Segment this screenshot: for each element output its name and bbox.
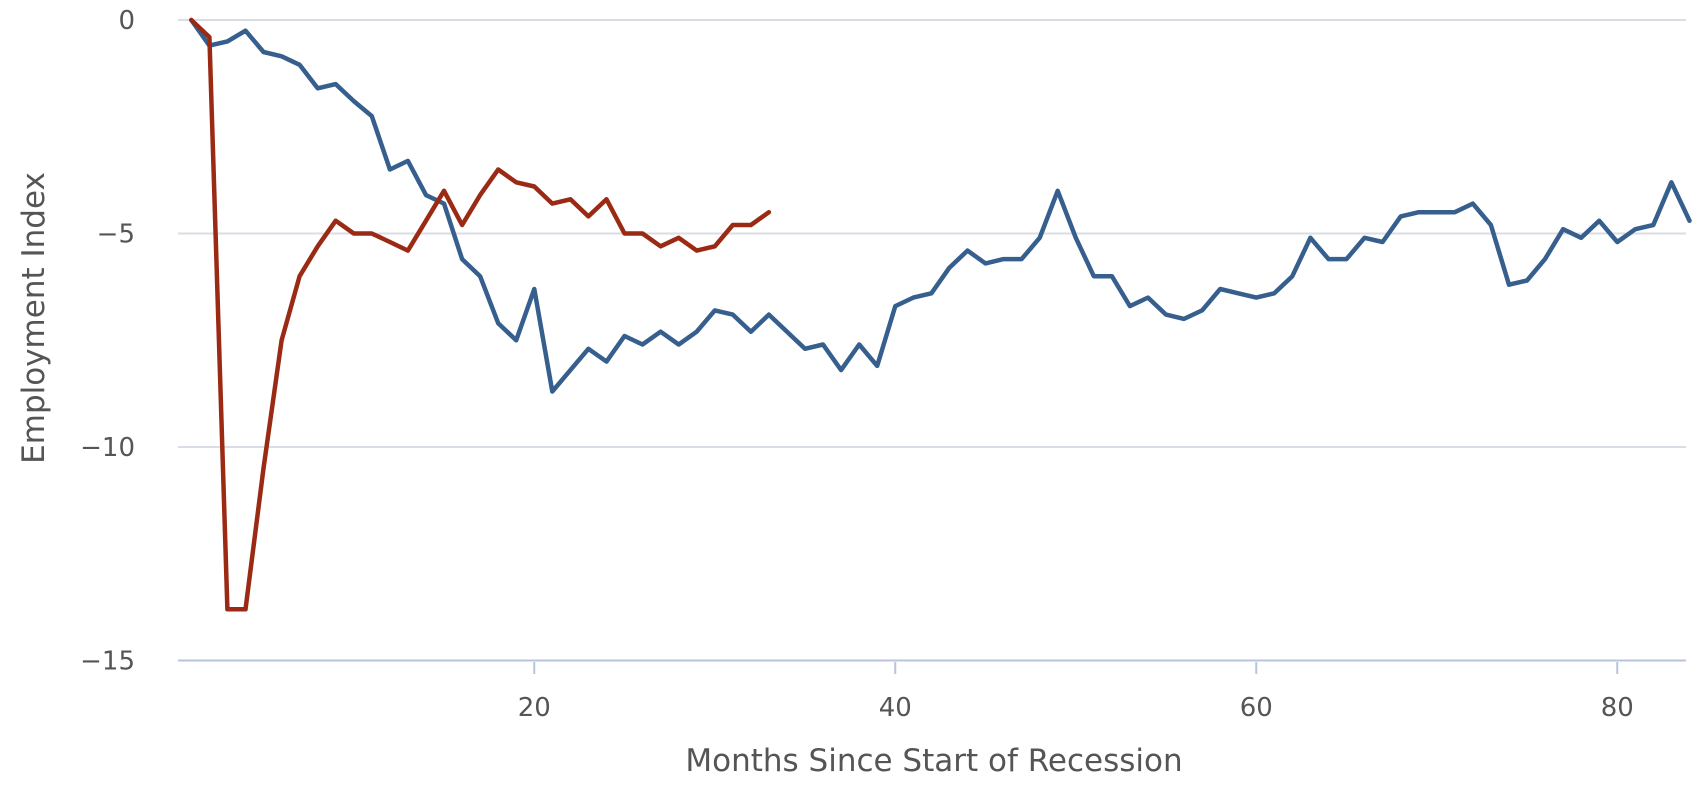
y-tick-label: −15 — [80, 647, 135, 677]
series-line-2 — [189, 17, 772, 612]
y-tick-label: −5 — [97, 220, 135, 250]
x-tick-label: 80 — [1601, 693, 1634, 723]
y-axis-title: Employment Index — [16, 172, 52, 464]
series-line-1 — [189, 17, 1692, 394]
x-tick-label: 20 — [518, 693, 551, 723]
x-axis-title: Months Since Start of Recession — [685, 743, 1182, 779]
y-tick-label: −10 — [80, 433, 135, 463]
x-tick-label: 40 — [879, 693, 912, 723]
series-layer — [189, 17, 1692, 612]
grid-lines — [178, 19, 1686, 662]
y-axis: 0 −5 −10 −15 — [80, 6, 135, 677]
x-axis: 20 40 60 80 — [518, 662, 1634, 723]
x-tick-label: 60 — [1240, 693, 1273, 723]
y-tick-label: 0 — [118, 6, 135, 36]
